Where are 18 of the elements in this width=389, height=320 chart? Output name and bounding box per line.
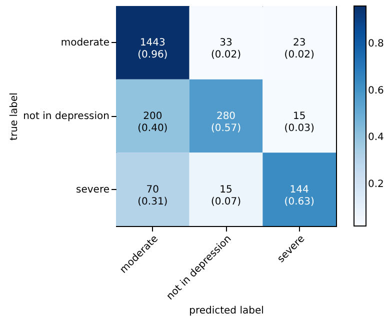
color-bar-label: 0.4 [368,132,384,144]
data-label: 280 (0.57) [210,111,242,134]
y-tick-label: not in depression [23,111,110,122]
data-label: 15 (0.07) [210,184,242,208]
y-axis-title: true label [9,92,20,140]
y-tick-label: severe [76,184,110,196]
data-label: 200 (0.40) [138,111,168,134]
data-label: 1443 (0.96) [138,38,168,61]
data-label: 144 (0.63) [284,184,314,208]
data-label: 23 (0.02) [284,38,314,61]
x-axis-title: predicted label [189,306,264,317]
data-label: 70 (0.31) [138,184,168,208]
data-label: 33 (0.02) [210,38,242,61]
y-tick-label: moderate [60,38,110,49]
color-bar-label: 0.6 [368,85,384,96]
color-bar-label: 0.2 [368,178,384,190]
data-label: 15 (0.03) [284,111,314,134]
color-bar-label: 0.8 [368,38,384,50]
